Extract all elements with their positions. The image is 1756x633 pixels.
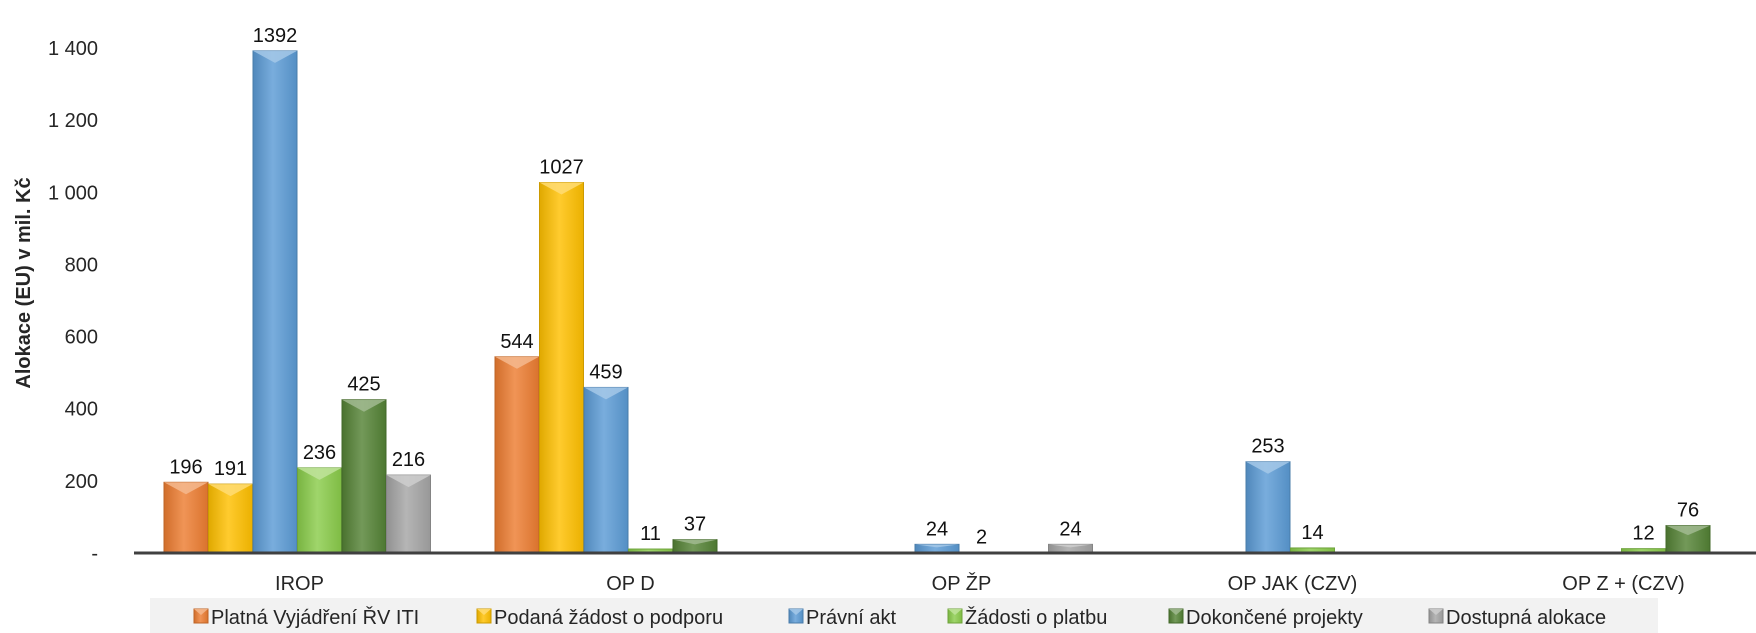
data-label: 196: [169, 456, 202, 478]
bar-bevel: [386, 475, 431, 488]
y-axis-title: Alokace (EU) v mil. Kč: [13, 177, 35, 388]
y-tick-label: -: [91, 543, 98, 565]
bar-bevel: [584, 387, 628, 400]
data-label: 24: [926, 518, 948, 540]
data-label: 253: [1251, 436, 1284, 458]
y-tick-label: 1 000: [48, 182, 98, 204]
bar-dokoncene-projekty: [672, 539, 718, 554]
bar-platna-vyjadreni-rv-iti: [494, 356, 540, 554]
data-label: 2: [976, 526, 987, 548]
bar-bevel: [1246, 461, 1290, 474]
legend-item-platna-vyjadreni-rv-iti: Platná Vyjádření ŘV ITI: [193, 606, 419, 629]
legend-background: [150, 598, 1658, 633]
bar-podana-zadost-o-podporu: [208, 483, 253, 554]
legend-item-pravni-akt: Právní akt: [788, 607, 896, 629]
x-tick-label: OP JAK (CZV): [1228, 573, 1358, 595]
legend: Platná Vyjádření ŘV ITI Podaná žádost o p…: [150, 598, 1658, 633]
x-tick-label: OP D: [606, 573, 655, 595]
bar-bevel: [297, 467, 342, 480]
bar-body: [494, 356, 540, 554]
data-label: 11: [640, 523, 661, 545]
data-label: 76: [1677, 500, 1699, 522]
bar-zadosti-o-platbu: [297, 467, 342, 554]
bar-pravni-akt: [583, 386, 629, 554]
x-tick-label: IROP: [275, 573, 324, 595]
data-label: 14: [1301, 522, 1323, 544]
y-tick-label: 200: [65, 471, 98, 493]
bar-bevel: [915, 544, 959, 548]
bar-bevel: [164, 482, 208, 495]
y-tick-label: 1 200: [48, 110, 98, 132]
bar-bevel: [495, 356, 539, 369]
legend-item-dokoncene-projekty: Dokončené projekty: [1168, 607, 1363, 629]
legend-swatch-bevel: [1429, 609, 1443, 615]
bar-bevel: [208, 484, 253, 497]
data-label: 191: [214, 458, 247, 480]
bar-platna-vyjadreni-rv-iti: [163, 481, 209, 554]
data-label: 236: [303, 442, 336, 464]
bar-dostupna-alokace: [386, 474, 431, 554]
legend-swatch-bevel: [1169, 609, 1183, 615]
y-tick-label: 600: [65, 327, 98, 349]
bar-podana-zadost-o-podporu: [539, 182, 584, 554]
data-label: 544: [500, 331, 533, 353]
y-axis-ticks: - 200 400 600 800 1 000 1 200 1 400: [48, 38, 98, 565]
data-labels: 196 544 191 1027 1392 459 24 253 236 11 2 14 12 425 37…: [169, 25, 1699, 548]
data-label: 12: [1632, 523, 1654, 545]
bar-body: [252, 50, 298, 554]
data-label: 24: [1059, 518, 1081, 540]
bar-bevel: [342, 399, 386, 412]
data-label: 425: [347, 374, 380, 396]
legend-label: Platná Vyjádření ŘV ITI: [211, 606, 419, 629]
bar-body: [1245, 461, 1291, 554]
legend-item-zadosti-o-platbu: Žádosti o platbu: [947, 606, 1107, 629]
legend-swatch-bevel: [194, 609, 208, 615]
data-label: 1027: [539, 157, 584, 179]
bar-bevel: [1048, 544, 1093, 548]
bar-dokoncene-projekty: [341, 399, 387, 554]
y-tick-label: 400: [65, 399, 98, 421]
legend-label: Žádosti o platbu: [965, 606, 1107, 629]
data-label: 37: [684, 514, 706, 536]
legend-label: Dostupná alokace: [1446, 607, 1606, 629]
bar-bevel: [253, 50, 297, 63]
bar-body: [297, 467, 342, 554]
y-tick-label: 800: [65, 254, 98, 276]
legend-label: Dokončené projekty: [1186, 607, 1363, 629]
bar-bevel: [1666, 525, 1710, 536]
legend-swatch-bevel: [948, 609, 962, 615]
bar-body: [539, 182, 584, 554]
bar-body: [583, 386, 629, 554]
x-tick-label: OP ŽP: [932, 572, 992, 595]
data-label: 216: [392, 449, 425, 471]
data-label: 459: [589, 361, 622, 383]
data-label: 1392: [253, 25, 298, 47]
bar-bevel: [673, 539, 717, 545]
bars: [163, 50, 1711, 554]
legend-label: Právní akt: [806, 607, 896, 629]
x-tick-label: OP Z + (CZV): [1562, 573, 1684, 595]
legend-label: Podaná žádost o podporu: [494, 607, 723, 629]
legend-swatch-bevel: [477, 609, 491, 615]
bar-body: [341, 399, 387, 554]
legend-swatch-bevel: [789, 609, 803, 615]
bar-pravni-akt: [252, 50, 298, 554]
legend-item-dostupna-alokace: Dostupná alokace: [1428, 607, 1606, 629]
legend-item-podana-zadost-o-podporu: Podaná žádost o podporu: [476, 607, 723, 629]
y-tick-label: 1 400: [48, 38, 98, 60]
bar-body: [386, 474, 431, 554]
bar-pravni-akt: [1245, 461, 1291, 554]
bar-dokoncene-projekty: [1665, 525, 1711, 554]
x-axis-ticks: IROP OP D OP ŽP OP JAK (CZV) OP Z + (CZV): [275, 572, 1685, 595]
bar-bevel: [539, 182, 584, 195]
